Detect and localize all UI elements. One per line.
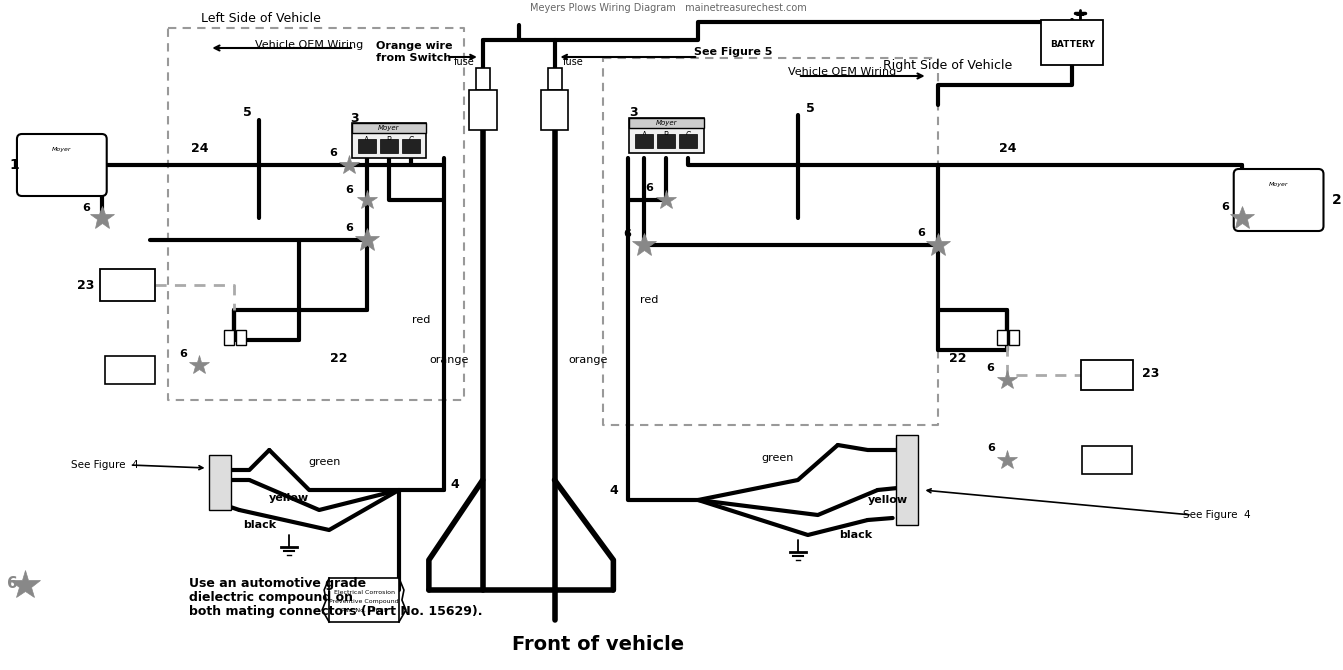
Text: 24: 24 bbox=[191, 141, 208, 155]
Text: black: black bbox=[243, 520, 275, 530]
Text: C: C bbox=[408, 136, 414, 145]
Text: +: + bbox=[1074, 9, 1085, 21]
Text: 6: 6 bbox=[180, 349, 188, 359]
Text: 6: 6 bbox=[917, 228, 925, 238]
Bar bbox=[329, 578, 399, 622]
Text: See Figure  4: See Figure 4 bbox=[71, 460, 138, 470]
Text: 3: 3 bbox=[349, 111, 359, 125]
Text: fuse: fuse bbox=[563, 57, 583, 67]
Text: A: A bbox=[364, 136, 369, 145]
Text: 6: 6 bbox=[987, 443, 995, 453]
Text: orange: orange bbox=[430, 355, 469, 365]
Text: 4: 4 bbox=[451, 478, 459, 492]
Bar bbox=[635, 133, 653, 147]
Text: 23: 23 bbox=[78, 279, 95, 291]
Bar bbox=[629, 117, 704, 127]
Text: 23: 23 bbox=[1142, 366, 1159, 379]
Text: 5: 5 bbox=[243, 105, 251, 119]
Text: Vehicle OEM Wiring: Vehicle OEM Wiring bbox=[788, 67, 896, 77]
Bar bbox=[1082, 446, 1132, 474]
Bar bbox=[352, 123, 426, 133]
Text: green: green bbox=[761, 453, 794, 463]
Text: C: C bbox=[685, 131, 690, 140]
Bar bbox=[1041, 19, 1103, 64]
Text: 3: 3 bbox=[629, 105, 638, 119]
Text: dielectric compound on: dielectric compound on bbox=[189, 592, 353, 604]
Text: B: B bbox=[387, 136, 392, 145]
Text: Electrical Corrosion: Electrical Corrosion bbox=[333, 590, 395, 594]
Bar bbox=[1010, 330, 1019, 345]
Bar bbox=[380, 139, 398, 153]
Text: 6: 6 bbox=[646, 183, 653, 193]
Bar bbox=[657, 133, 676, 147]
Bar bbox=[469, 90, 497, 130]
Bar bbox=[1081, 360, 1133, 390]
Text: Front of vehicle: Front of vehicle bbox=[512, 636, 685, 655]
Text: 6: 6 bbox=[7, 576, 17, 590]
Text: B: B bbox=[663, 131, 669, 140]
Text: yellow: yellow bbox=[868, 495, 908, 505]
Text: red: red bbox=[412, 315, 431, 325]
Bar bbox=[210, 455, 231, 510]
Bar bbox=[680, 133, 697, 147]
Text: black: black bbox=[839, 530, 873, 540]
Text: 6: 6 bbox=[1221, 202, 1229, 212]
Bar bbox=[359, 139, 376, 153]
Bar bbox=[548, 68, 561, 90]
Text: Moyer: Moyer bbox=[52, 147, 71, 151]
Text: Meyers Plows Wiring Diagram   mainetreasurechest.com: Meyers Plows Wiring Diagram mainetreasur… bbox=[530, 3, 807, 13]
FancyBboxPatch shape bbox=[1234, 169, 1323, 231]
Bar bbox=[236, 330, 246, 345]
Text: both mating connectors (Part No. 15629).: both mating connectors (Part No. 15629). bbox=[189, 606, 483, 618]
Text: Vehicle OEM Wiring: Vehicle OEM Wiring bbox=[255, 40, 364, 50]
Text: See Figure 5: See Figure 5 bbox=[694, 47, 772, 57]
Text: Moyer: Moyer bbox=[655, 119, 677, 125]
Bar bbox=[541, 90, 568, 130]
Text: 6: 6 bbox=[345, 223, 353, 233]
Text: 2: 2 bbox=[1331, 193, 1342, 207]
Bar bbox=[105, 356, 154, 384]
Text: Left Side of Vehicle: Left Side of Vehicle bbox=[201, 11, 321, 25]
Text: orange: orange bbox=[568, 355, 608, 365]
Text: Orange wire
from Switch: Orange wire from Switch bbox=[376, 41, 453, 63]
Text: yellow: yellow bbox=[269, 493, 309, 503]
Text: 22: 22 bbox=[950, 352, 967, 364]
Bar bbox=[629, 117, 704, 153]
Bar bbox=[402, 139, 420, 153]
Text: 5: 5 bbox=[806, 101, 815, 115]
Text: See Figure  4: See Figure 4 bbox=[1183, 510, 1250, 520]
Bar bbox=[352, 123, 426, 157]
Text: 1: 1 bbox=[9, 158, 19, 172]
Text: red: red bbox=[641, 295, 658, 305]
Bar bbox=[224, 330, 235, 345]
Text: 6: 6 bbox=[345, 185, 353, 195]
Text: BATTERY: BATTERY bbox=[1050, 40, 1095, 48]
Text: A: A bbox=[642, 131, 647, 140]
Text: Right Side of Vehicle: Right Side of Vehicle bbox=[882, 58, 1013, 72]
Text: 24: 24 bbox=[999, 141, 1017, 155]
Text: fuse: fuse bbox=[454, 57, 474, 67]
FancyBboxPatch shape bbox=[17, 134, 106, 196]
Text: 6: 6 bbox=[987, 363, 994, 373]
Text: Moyer: Moyer bbox=[1269, 182, 1288, 186]
Text: Part No. 15629: Part No. 15629 bbox=[341, 608, 387, 614]
Text: 4: 4 bbox=[610, 484, 618, 496]
Bar bbox=[101, 269, 154, 301]
Text: Use an automotive grade: Use an automotive grade bbox=[189, 578, 367, 590]
Text: 6: 6 bbox=[82, 203, 90, 213]
Bar bbox=[998, 330, 1007, 345]
Text: 6: 6 bbox=[623, 229, 631, 239]
Text: 22: 22 bbox=[330, 352, 348, 364]
Text: Moyer: Moyer bbox=[379, 125, 400, 131]
Text: 6: 6 bbox=[329, 148, 337, 158]
Text: Preventive Compound: Preventive Compound bbox=[329, 600, 399, 604]
Bar bbox=[896, 435, 917, 525]
Text: green: green bbox=[308, 457, 340, 467]
Bar bbox=[475, 68, 490, 90]
